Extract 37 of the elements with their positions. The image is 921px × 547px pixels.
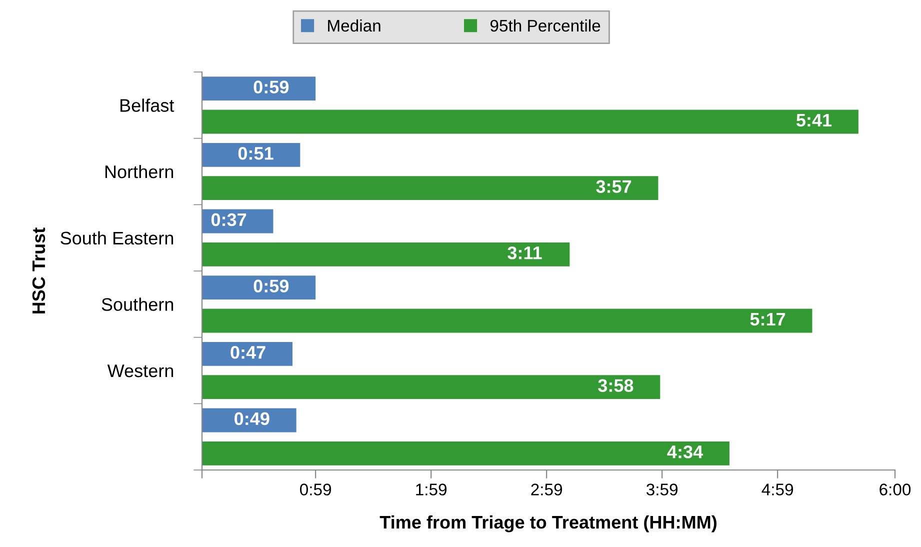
y-tick-label: Northern	[105, 164, 174, 178]
bar	[202, 441, 730, 466]
x-tick-label: 1:59	[416, 484, 447, 496]
data-label: 5:41	[796, 114, 832, 127]
data-label: 0:59	[254, 280, 289, 292]
legend-label: Median	[328, 19, 380, 32]
data-label: 3:57	[596, 180, 632, 193]
bar	[202, 308, 812, 333]
bar	[202, 375, 660, 400]
bar	[202, 176, 658, 200]
data-label: 4:34	[667, 445, 703, 458]
x-tick-label: 2:59	[531, 484, 562, 496]
bar	[202, 142, 300, 167]
y-tick-label: Western	[107, 364, 174, 378]
y-tick-label: South Eastern	[60, 231, 174, 245]
data-label: 0:47	[230, 346, 266, 359]
x-tick-label: 6:00	[880, 484, 911, 496]
bar	[202, 242, 570, 266]
y-tick-label: Belfast	[120, 98, 174, 112]
legend-label: 95th Percentile	[490, 19, 600, 32]
data-label: 3:58	[598, 379, 634, 392]
x-axis-title: Time from Triage to Treatment (HH:MM)	[380, 515, 716, 532]
x-tick-label: 4:59	[762, 484, 794, 496]
data-label: 3:11	[508, 246, 542, 260]
bar	[202, 110, 858, 134]
bar	[202, 76, 316, 101]
data-label: 5:17	[750, 312, 786, 326]
data-label: 0:37	[211, 213, 246, 226]
bar	[202, 276, 316, 300]
bar	[202, 342, 292, 366]
y-tick-label: Southern	[102, 298, 174, 311]
x-tick-label: 0:59	[300, 484, 332, 496]
y-axis-title: HSC Trust	[32, 228, 46, 314]
data-label: 0:59	[254, 80, 289, 94]
x-tick-label: 3:59	[646, 484, 678, 496]
data-label: 0:49	[234, 412, 270, 426]
data-label: 0:51	[238, 146, 274, 160]
